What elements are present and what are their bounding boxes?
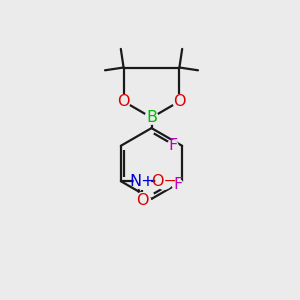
Text: O−: O− <box>151 174 177 189</box>
Circle shape <box>117 95 130 108</box>
Text: O: O <box>117 94 130 109</box>
Circle shape <box>134 193 151 209</box>
Circle shape <box>172 179 183 190</box>
Text: O: O <box>173 94 186 109</box>
Circle shape <box>167 140 178 151</box>
Circle shape <box>156 173 172 189</box>
Text: B: B <box>146 110 157 125</box>
Text: N+: N+ <box>130 174 155 189</box>
Circle shape <box>134 173 151 189</box>
Circle shape <box>173 95 186 108</box>
Text: F: F <box>168 138 177 153</box>
Text: F: F <box>173 177 182 192</box>
Text: O: O <box>136 193 149 208</box>
Circle shape <box>145 111 158 124</box>
